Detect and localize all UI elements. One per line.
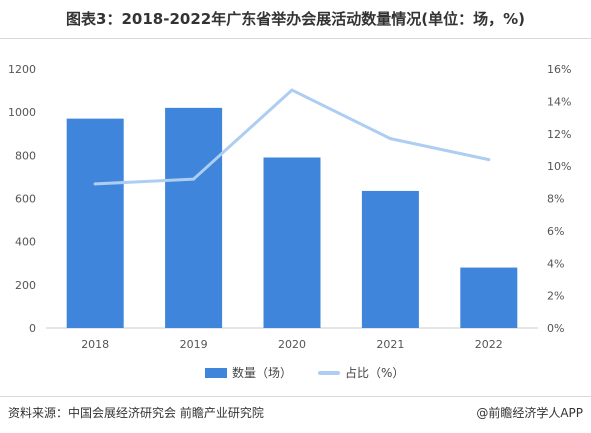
left-tick-label: 200 xyxy=(15,279,36,292)
right-tick-label: 8% xyxy=(547,193,564,206)
bar xyxy=(165,107,223,328)
combo-chart: 0 200 400 600 800 1000 1200 0% 2% 4% 6% 8% 10% 12% 14… xyxy=(8,63,571,351)
left-tick-label: 400 xyxy=(15,236,36,249)
line-point xyxy=(487,158,491,162)
x-tick-label: 2018 xyxy=(81,338,109,351)
line-point xyxy=(192,177,196,181)
right-tick-label: 10% xyxy=(547,160,571,173)
right-tick-label: 6% xyxy=(547,225,564,238)
right-tick-label: 14% xyxy=(547,95,571,108)
legend-label-count: 数量（场） xyxy=(232,366,293,380)
footer-divider xyxy=(0,396,591,397)
bar xyxy=(66,118,124,329)
bar-series xyxy=(66,107,518,329)
left-tick-label: 1200 xyxy=(8,63,36,76)
legend-label-share: 占比（%） xyxy=(345,366,405,380)
left-axis-ticks: 0 200 400 600 800 1000 1200 xyxy=(8,63,36,335)
left-tick-label: 800 xyxy=(15,149,36,162)
left-tick-label: 600 xyxy=(15,193,36,206)
x-tick-label: 2019 xyxy=(180,338,208,351)
line-point xyxy=(290,88,294,92)
x-axis-ticks: 2018 2019 2020 2021 2022 xyxy=(81,338,503,351)
right-tick-label: 4% xyxy=(547,257,564,270)
brand-credit: @前瞻经济学人APP xyxy=(476,406,583,420)
right-tick-label: 16% xyxy=(547,63,571,76)
source-note: 资料来源：中国会展经济研究会 前瞻产业研究院 xyxy=(8,406,264,420)
x-tick-label: 2020 xyxy=(278,338,306,351)
bar xyxy=(361,190,419,328)
x-tick-label: 2021 xyxy=(376,338,404,351)
right-tick-label: 0% xyxy=(547,322,564,335)
legend-item-count: 数量（场） xyxy=(205,364,292,381)
legend-swatch-line xyxy=(318,370,340,375)
left-tick-label: 1000 xyxy=(8,106,36,119)
x-tick-label: 2022 xyxy=(475,338,503,351)
legend: 数量（场） 占比（%） xyxy=(0,364,591,382)
right-tick-label: 2% xyxy=(547,290,564,303)
bar xyxy=(263,157,321,328)
right-axis-ticks: 0% 2% 4% 6% 8% 10% 12% 14% 16% xyxy=(547,63,571,335)
line-series xyxy=(93,88,491,186)
legend-swatch-bar xyxy=(205,367,227,378)
line-point xyxy=(388,137,392,141)
left-tick-label: 0 xyxy=(29,322,36,335)
chart-title: 图表3：2018-2022年广东省举办会展活动数量情况(单位：场，%) xyxy=(66,10,525,28)
bar xyxy=(460,267,518,328)
right-tick-label: 12% xyxy=(547,128,571,141)
legend-item-share: 占比（%） xyxy=(318,364,404,381)
line-point xyxy=(93,182,97,186)
title-divider xyxy=(0,38,591,39)
